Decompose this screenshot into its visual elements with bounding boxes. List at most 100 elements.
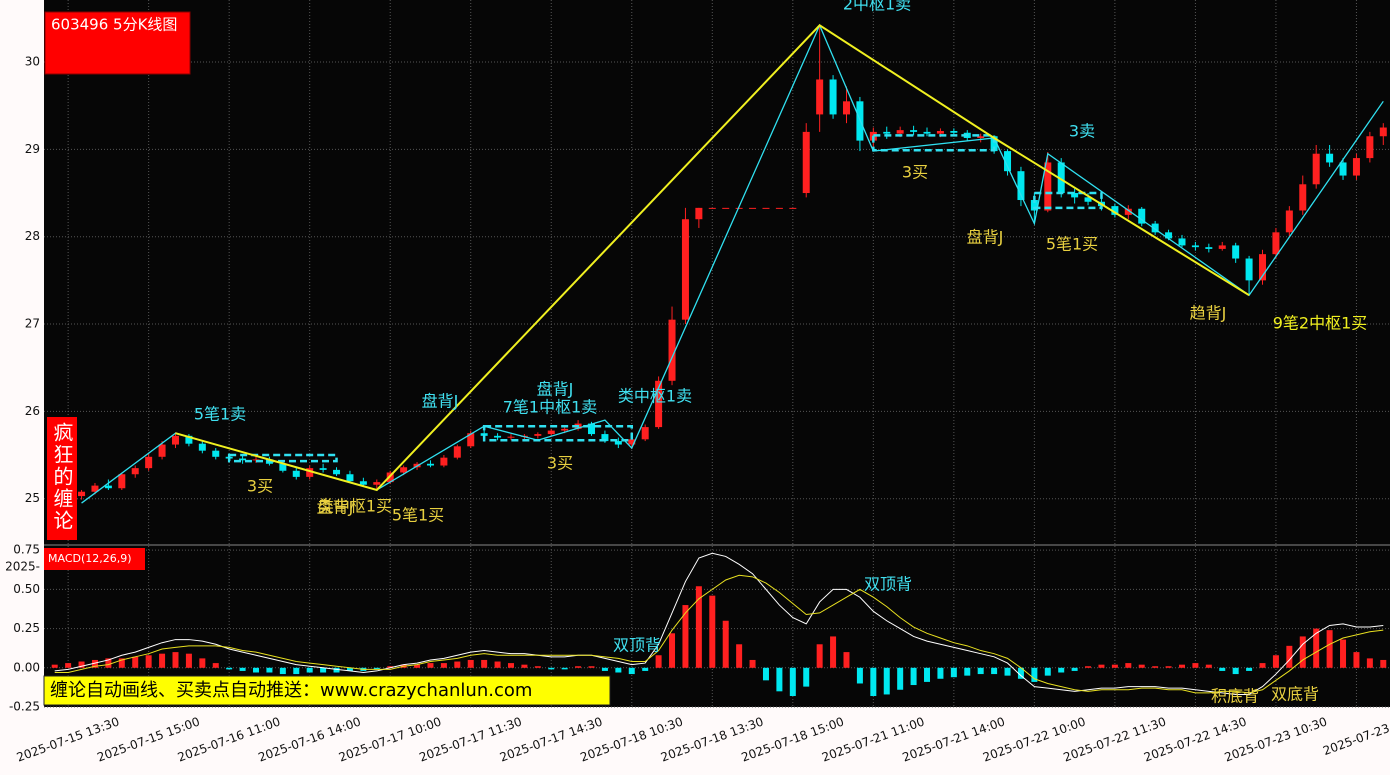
candle-body <box>842 101 850 115</box>
annotation: 5笔1卖 <box>194 405 246 424</box>
macd-bar <box>1326 630 1333 668</box>
macd-bar <box>883 667 890 695</box>
y-tick-label: 0.50 <box>13 582 40 596</box>
annotation: 盘背J <box>537 380 574 399</box>
candle-body <box>1285 210 1293 233</box>
macd-bar <box>682 605 689 668</box>
macd-bar <box>414 664 421 668</box>
macd-bar <box>575 666 582 668</box>
candle-body <box>588 423 596 435</box>
macd-bar <box>655 655 662 668</box>
title-box <box>44 11 191 75</box>
macd-bar <box>601 667 608 671</box>
macd-bar <box>279 667 286 675</box>
y-tick-label: 0.75 <box>13 543 40 557</box>
candle-body <box>1017 171 1025 201</box>
candle-body <box>118 474 126 489</box>
macd-bar <box>803 667 810 687</box>
macd-bar <box>1017 667 1024 679</box>
candle-body <box>158 444 166 457</box>
candle-body <box>359 481 367 485</box>
macd-bar <box>226 667 233 670</box>
candle-body <box>936 131 944 134</box>
macd-bar <box>1259 663 1266 668</box>
macd-bar <box>521 664 528 668</box>
candle-body <box>131 468 139 475</box>
candle-body <box>534 434 542 436</box>
macd-bar <box>239 667 246 671</box>
annotation: 3买 <box>247 477 273 496</box>
candle-body <box>681 219 689 320</box>
bi-stroke <box>175 24 1250 492</box>
candle-body <box>198 443 206 451</box>
annotation: 类中枢1买 <box>318 497 392 516</box>
macd-bar <box>1058 667 1065 673</box>
y-tick-label: 25 <box>25 491 40 505</box>
macd-bar <box>722 620 729 668</box>
y-tick-label: 30 <box>25 55 40 69</box>
candle-body <box>1084 197 1092 202</box>
candle-body <box>145 456 153 469</box>
macd-bar <box>1219 667 1226 671</box>
macd-bar <box>78 661 85 668</box>
candle-body <box>453 446 461 458</box>
macd-bar <box>816 644 823 668</box>
macd-bar <box>212 663 219 668</box>
annotation: 3卖 <box>1069 122 1095 141</box>
macd-bar <box>1192 663 1199 668</box>
macd-bar <box>185 653 192 668</box>
macd-bar <box>91 659 98 668</box>
candle-body <box>319 468 327 470</box>
macd-bar <box>253 667 260 673</box>
candle-body <box>668 319 676 381</box>
macd-bar <box>1272 655 1279 668</box>
candle-body <box>1178 238 1186 246</box>
candle-body <box>829 79 837 115</box>
macd-bar <box>1178 664 1185 668</box>
candle-body <box>816 79 824 115</box>
macd-bar <box>749 659 756 668</box>
candle-body <box>628 439 636 445</box>
candle-body <box>1138 208 1146 224</box>
candle-body <box>735 207 743 209</box>
macd-bar <box>642 667 649 671</box>
annotation: 盘背J <box>422 392 459 411</box>
zhongshu-box <box>872 134 996 152</box>
candle-body <box>373 482 381 485</box>
macd-bar <box>172 652 179 668</box>
candle-body <box>104 485 112 489</box>
macd-bar <box>1313 628 1320 668</box>
annotation: 盘背J <box>317 498 354 517</box>
macd-title-box <box>44 548 145 570</box>
macd-line <box>54 552 1384 695</box>
macd-bar <box>293 667 300 675</box>
macd-bar <box>762 667 769 681</box>
macd-bar <box>467 659 474 668</box>
candle-body <box>292 470 300 477</box>
candle-body <box>212 450 220 457</box>
macd-bar <box>320 667 327 673</box>
annotation: 2中枢1卖 <box>843 0 911 14</box>
annotation: 趋背J <box>1190 304 1227 323</box>
candle-body <box>467 433 475 447</box>
candle-body <box>306 468 314 477</box>
y-tick-label: 29 <box>25 142 40 156</box>
macd-bar <box>1085 666 1092 668</box>
candle-body <box>950 131 958 133</box>
candle-body <box>400 467 408 473</box>
candle-body <box>923 131 931 134</box>
macd-bar <box>776 667 783 692</box>
macd-bar <box>924 667 931 682</box>
candle-body <box>789 207 797 209</box>
macd-bar <box>964 667 971 676</box>
candle-body <box>1232 245 1240 259</box>
annotation: 9笔2中枢1买 <box>1273 314 1368 333</box>
macd-bar <box>548 667 555 670</box>
candle-body <box>883 131 891 134</box>
macd-bar <box>977 667 984 675</box>
macd-bar <box>387 666 394 668</box>
chart-title: 603496 5分K线图 <box>51 16 177 34</box>
candle-body <box>239 458 247 461</box>
candle-body <box>279 463 287 471</box>
